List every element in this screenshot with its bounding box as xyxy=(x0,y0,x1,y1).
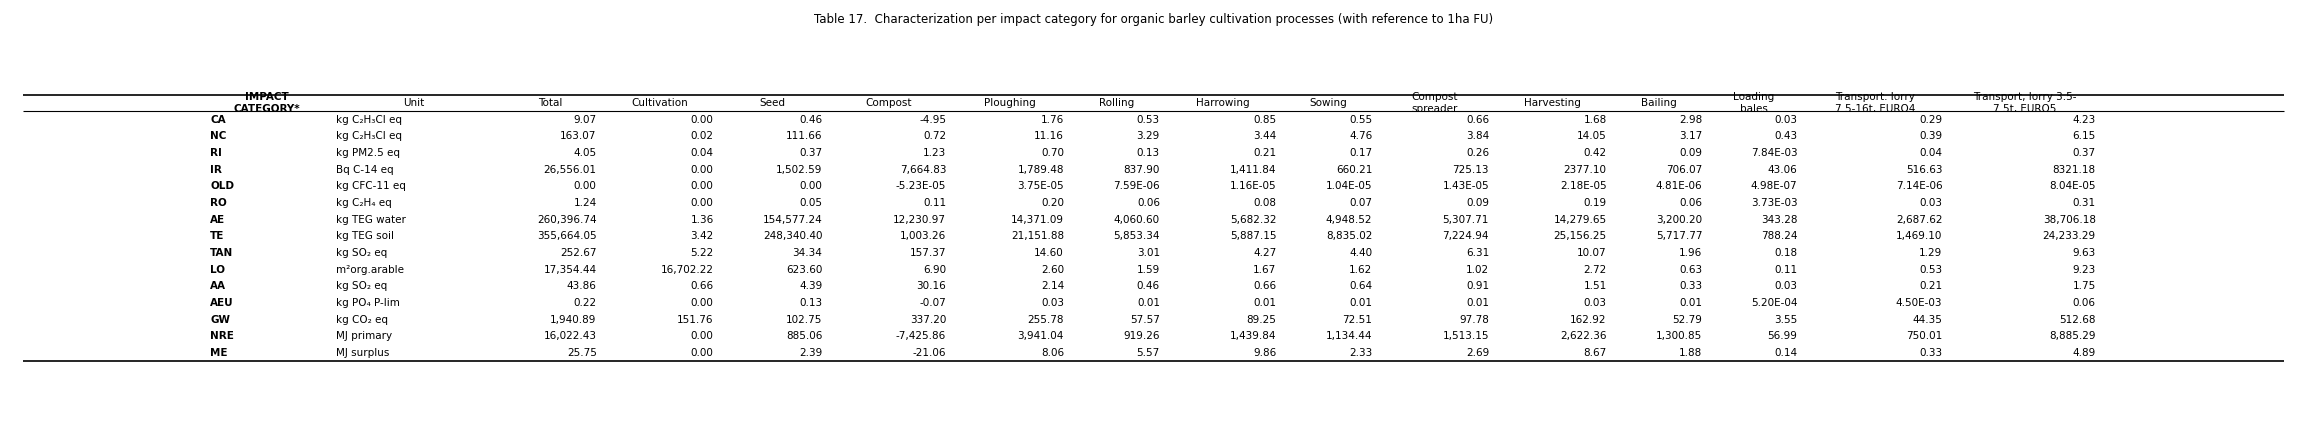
Text: Table 17.  Characterization per impact category for organic barley cultivation p: Table 17. Characterization per impact ca… xyxy=(814,13,1493,26)
